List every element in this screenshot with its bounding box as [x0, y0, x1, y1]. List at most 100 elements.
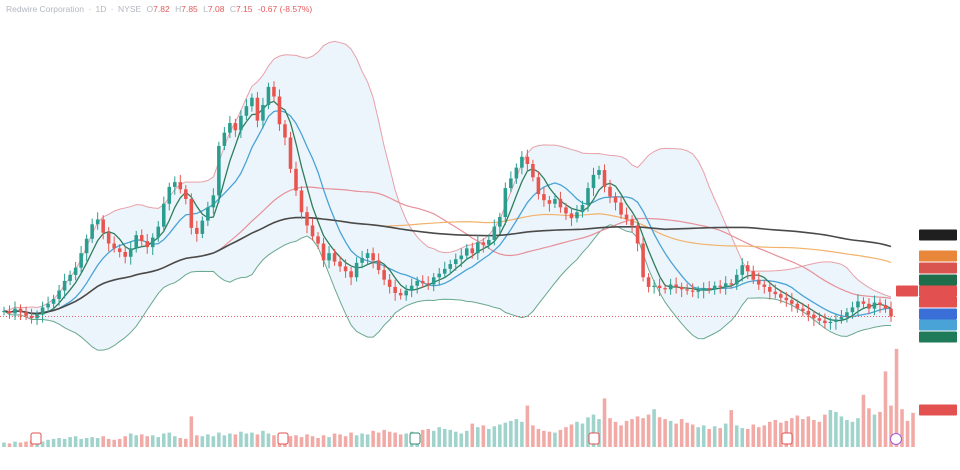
candle-body	[520, 156, 524, 168]
candle-body	[663, 288, 667, 290]
earnings-marker	[277, 432, 289, 445]
volume-bar	[233, 434, 238, 447]
volume-bar	[145, 436, 150, 447]
volume-bar	[701, 425, 706, 447]
volume-bar	[327, 437, 331, 447]
volume-bar	[288, 436, 293, 447]
candle-body	[13, 308, 17, 314]
volume-bar	[156, 437, 161, 447]
candle-body	[756, 279, 761, 285]
earnings-marker	[781, 432, 793, 445]
candle-body	[768, 286, 772, 292]
volume-bar	[668, 420, 673, 447]
high-value: 7.85	[181, 4, 198, 14]
candle-body	[277, 96, 282, 125]
candle-body	[453, 259, 458, 265]
candle-body	[156, 226, 161, 238]
candle-body	[442, 268, 447, 274]
volume-bar	[95, 438, 100, 447]
candle-body	[150, 237, 155, 248]
price-badges	[896, 229, 957, 416]
candle-body	[514, 167, 519, 179]
candle-body	[294, 168, 298, 191]
volume-bar	[13, 441, 17, 447]
volume-bar	[338, 434, 342, 447]
volume-bar	[79, 438, 83, 447]
close-value: 7.15	[235, 4, 253, 14]
candle-body	[51, 298, 56, 304]
volume-bar	[365, 434, 370, 447]
volume-bar	[46, 439, 50, 447]
price-badge	[919, 250, 957, 262]
close-label: C	[229, 4, 236, 14]
candle-body	[178, 182, 183, 190]
price-badge	[919, 274, 957, 286]
candle-body	[641, 243, 645, 278]
candle-body	[613, 196, 618, 203]
volume-bar	[867, 408, 871, 447]
volume-bar	[608, 418, 612, 447]
volume-bar	[217, 432, 221, 447]
volume-bar	[768, 421, 772, 447]
candle-body	[619, 202, 623, 215]
candle-body	[850, 307, 855, 313]
price-badge	[919, 285, 957, 297]
volume-bar	[712, 426, 717, 447]
volume-bar	[657, 417, 662, 447]
candle-body	[465, 248, 469, 256]
volume-bar	[84, 438, 89, 447]
candle-body	[806, 311, 811, 315]
candle-body	[580, 204, 585, 213]
candle-body	[233, 123, 238, 131]
volume-bar	[40, 441, 45, 447]
candle-body	[591, 174, 596, 189]
candle-body	[701, 288, 706, 291]
candle-body	[316, 236, 320, 244]
candle-body	[128, 248, 133, 257]
volume-bar	[305, 434, 309, 447]
candle-body	[283, 124, 287, 138]
volume-bar	[630, 419, 634, 447]
volume-bar	[470, 423, 475, 447]
volume-bar	[481, 425, 486, 447]
candle-body	[723, 283, 728, 287]
volume-bar	[310, 436, 315, 447]
candle-body	[762, 284, 767, 287]
volume-bar	[51, 438, 56, 447]
volume-bar	[387, 431, 392, 447]
volume-bar	[613, 421, 618, 447]
volume-bar	[872, 414, 877, 447]
candle-body	[90, 224, 94, 239]
interval-label[interactable]: 1D	[95, 4, 107, 14]
candle-body	[531, 164, 535, 178]
candle-body	[57, 290, 61, 299]
candle-body	[823, 320, 827, 324]
volume-bar	[393, 432, 397, 447]
volume-bar	[894, 348, 899, 447]
candle-body	[646, 277, 651, 287]
candle-body	[29, 315, 34, 319]
candlesticks[interactable]	[2, 81, 893, 330]
candle-body	[872, 302, 877, 309]
volume-bar	[173, 436, 177, 447]
volume-bar	[178, 438, 183, 447]
candle-body	[255, 97, 260, 121]
volume-bar	[878, 411, 882, 447]
price-badge	[919, 319, 957, 331]
volume-bar	[106, 438, 111, 447]
event-markers[interactable]	[30, 432, 902, 445]
candle-body	[448, 264, 453, 269]
split-marker	[890, 433, 902, 445]
volume-bar	[723, 423, 728, 447]
volume-bar	[850, 421, 855, 447]
volume-bar	[740, 428, 745, 447]
candle-body	[492, 226, 497, 240]
volume-bar	[564, 427, 568, 447]
candle-body	[602, 170, 607, 187]
volume-bar	[404, 433, 408, 447]
candle-body	[674, 284, 678, 287]
volume-bar	[134, 435, 139, 447]
volume-bar	[316, 438, 320, 447]
volume-bar	[834, 411, 838, 447]
